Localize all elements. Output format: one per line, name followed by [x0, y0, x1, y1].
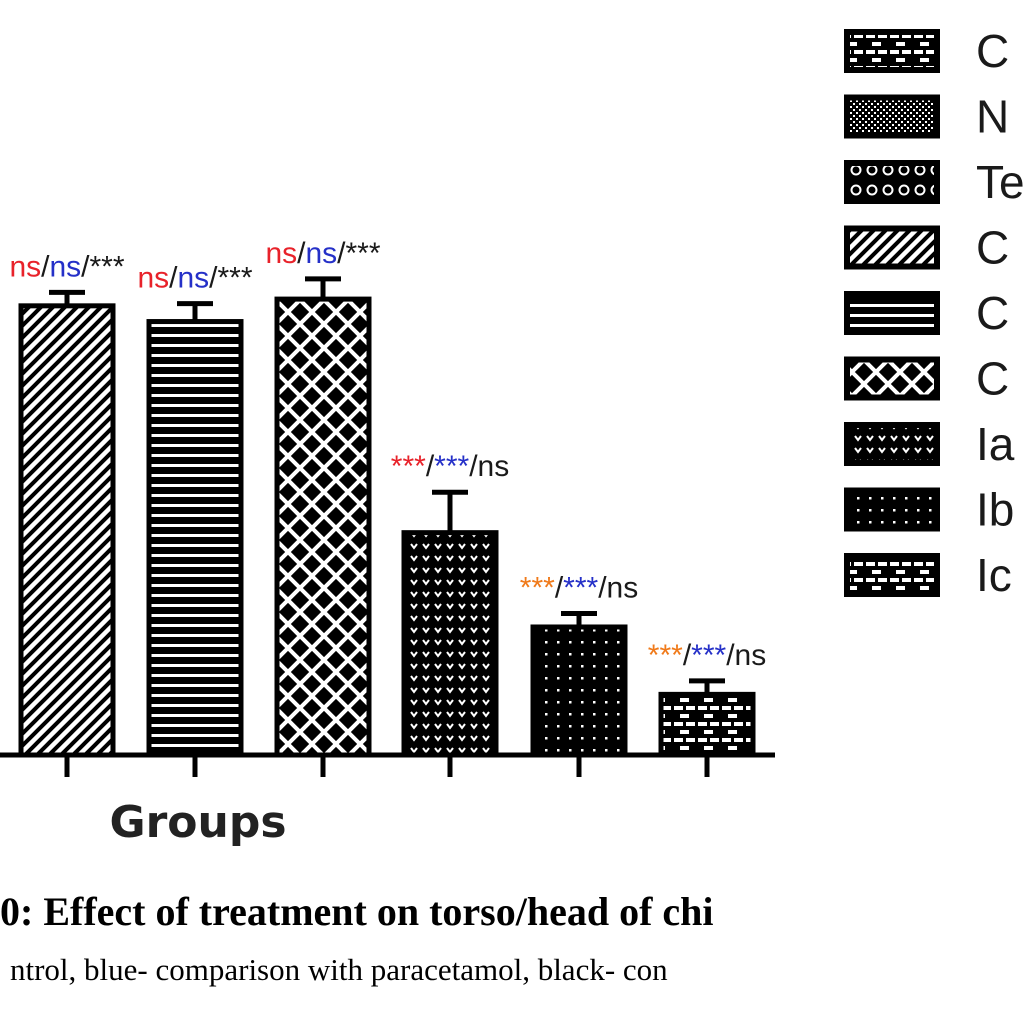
legend-label-7: Ia — [976, 418, 1015, 470]
legend-label-8: Ib — [976, 484, 1014, 536]
error-bars-layer — [49, 276, 725, 695]
bar-6 — [658, 691, 756, 758]
legend-swatch-7 — [844, 422, 940, 466]
significance-label-6: ***/***/ns — [648, 639, 766, 672]
x-axis-ticks — [64, 755, 710, 777]
bar-1 — [18, 303, 116, 758]
figure-caption-title: 0: Effect of treatment on torso/head of … — [0, 889, 714, 934]
bar-3 — [274, 296, 372, 758]
bar-5 — [530, 624, 628, 758]
significance-annotations: ns/ns/*** ns/ns/*** ns/ns/*** ***/***/ns ***… — [9, 237, 766, 672]
significance-label-4: ***/***/ns — [391, 450, 509, 483]
legend-label-3: Te — [976, 156, 1024, 208]
legend-label-5: C — [976, 287, 1009, 339]
legend-label-9: Ic — [976, 549, 1012, 601]
plot-area: ns/ns/*** ns/ns/*** ns/ns/*** ***/***/ns ***… — [0, 237, 775, 777]
legend-swatch-9 — [844, 553, 940, 597]
bar-2 — [146, 319, 244, 758]
significance-label-1: ns/ns/*** — [9, 250, 124, 283]
legend-swatch-5 — [844, 291, 940, 335]
legend-swatch-3 — [844, 160, 940, 204]
significance-label-2: ns/ns/*** — [137, 262, 252, 295]
significance-label-5: ***/***/ns — [520, 572, 638, 605]
figure-caption-subtitle: ntrol, blue- comparison with paracetamol… — [10, 952, 668, 987]
x-axis-label: Groups — [109, 797, 286, 848]
significance-label-3: ns/ns/*** — [265, 237, 380, 270]
legend-label-4: C — [976, 222, 1009, 274]
legend-swatch-4 — [844, 225, 940, 270]
bars-layer — [18, 296, 756, 758]
legend-label-2: N — [976, 91, 1009, 143]
bar-4 — [401, 530, 499, 758]
legend-swatch-1 — [844, 29, 940, 73]
legend-swatch-6 — [844, 356, 940, 401]
legend-swatch-2 — [844, 94, 940, 139]
legend-label-1: C — [976, 25, 1009, 77]
legend-label-6: C — [976, 353, 1009, 405]
legend-swatch-8 — [844, 487, 940, 532]
